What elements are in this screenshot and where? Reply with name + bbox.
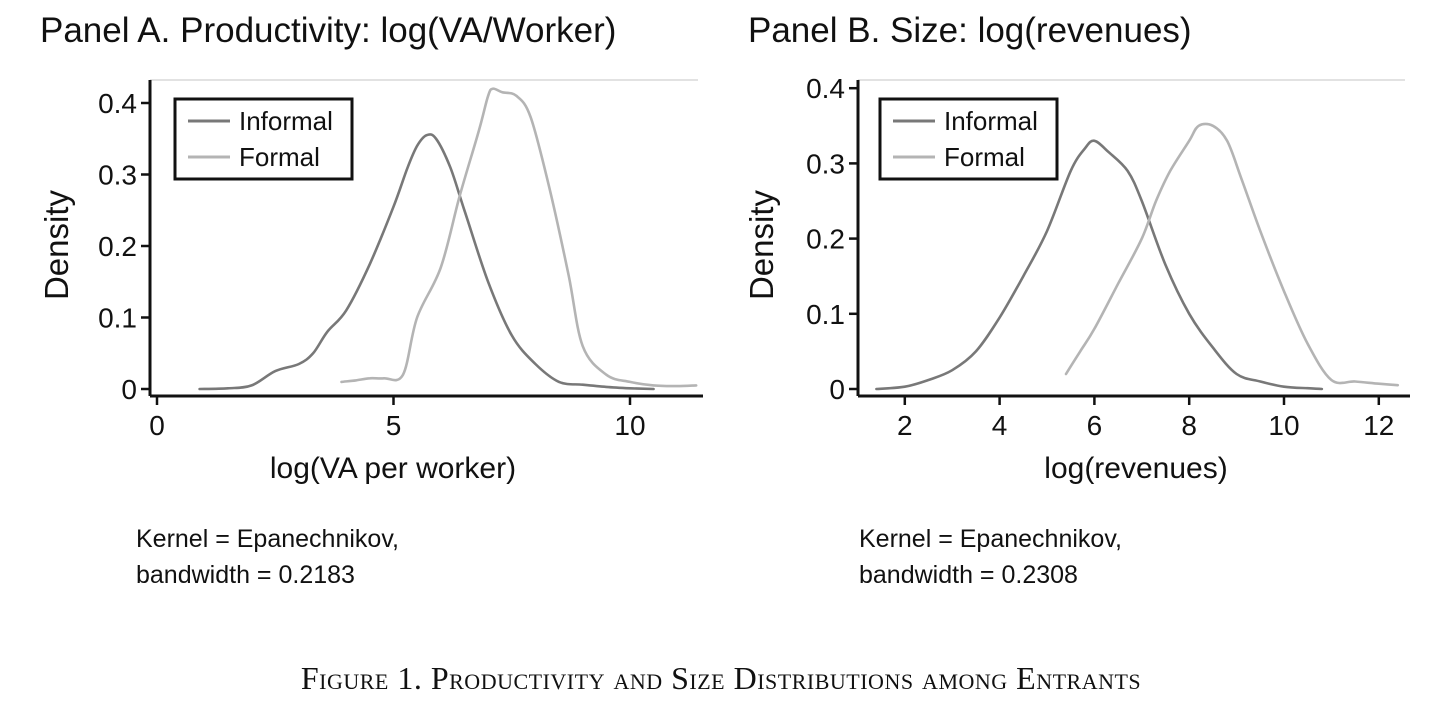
figure-caption-text: Figure 1. Productivity and Size Distribu… [300, 660, 1142, 696]
x-tick-label: 4 [992, 410, 1008, 441]
series-line-formal [340, 87, 698, 388]
y-tick-label: 0.2 [806, 224, 845, 255]
legend: Informal Formal [173, 97, 354, 181]
y-tick-label: 0 [829, 374, 845, 405]
y-tick-label: 0.4 [98, 88, 137, 119]
y-tick-label: 0.4 [806, 73, 845, 104]
series-line-formal [1064, 122, 1400, 387]
series-line-informal [875, 139, 1324, 391]
legend: Informal Formal [878, 97, 1059, 181]
panel-title: Panel A. Productivity: log(VA/Worker) [40, 11, 616, 50]
x-tick-label: 0 [149, 410, 165, 441]
x-tick-label: 6 [1087, 410, 1103, 441]
x-tick-label: 10 [614, 410, 645, 441]
panel-a: Panel A. Productivity: log(VA/Worker) 0 0.… [38, 11, 703, 589]
y-axis-label: Density [743, 189, 780, 300]
y-tick-label: 0.3 [806, 148, 845, 179]
y-axis-label: Density [38, 189, 75, 300]
x-axis-label: log(revenues) [1044, 452, 1227, 485]
y-tick-label: 0.1 [98, 303, 137, 334]
figure-caption: Figure 1. Productivity and Size Distribu… [0, 660, 1442, 697]
kernel-note-line: bandwidth = 0.2308 [859, 561, 1078, 589]
kernel-note-line: Kernel = Epanechnikov, [136, 525, 399, 553]
y-tick-label: 0.3 [98, 160, 137, 191]
legend-label-informal: Informal [944, 106, 1038, 136]
legend-label-informal: Informal [239, 106, 333, 136]
y-tick-label: 0.2 [98, 231, 137, 262]
x-tick-label: 8 [1181, 410, 1197, 441]
legend-label-formal: Formal [944, 142, 1025, 172]
legend-label-formal: Formal [239, 142, 320, 172]
kernel-note-line: Kernel = Epanechnikov, [859, 525, 1122, 553]
panel-b: Panel B. Size: log(revenues) 0 0.1 0.2 0.3 0.… [743, 11, 1410, 589]
panel-title: Panel B. Size: log(revenues) [748, 11, 1192, 50]
y-tick-label: 0 [121, 374, 137, 405]
x-axis-label: log(VA per worker) [270, 452, 516, 485]
legend-box [878, 97, 1059, 181]
x-tick-label: 5 [386, 410, 402, 441]
legend-box [173, 97, 354, 181]
kernel-note-line: bandwidth = 0.2183 [136, 561, 355, 589]
x-tick-label: 12 [1363, 410, 1394, 441]
y-tick-label: 0.1 [806, 299, 845, 330]
x-tick-label: 10 [1268, 410, 1299, 441]
series-line-informal [198, 133, 655, 391]
x-tick-label: 2 [897, 410, 913, 441]
